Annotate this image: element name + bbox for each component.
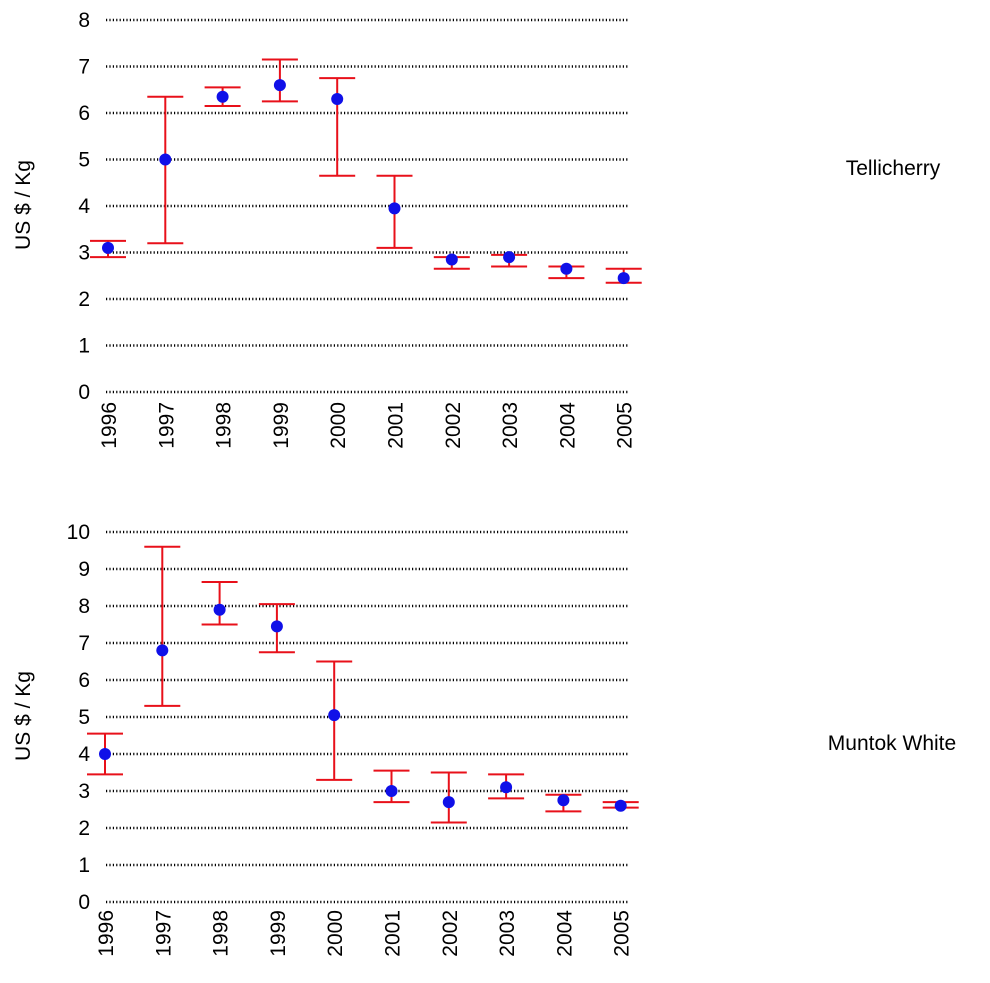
- x-tick-label: 2000: [327, 402, 350, 449]
- y-tick-label: 7: [78, 56, 90, 79]
- data-point: [216, 90, 229, 103]
- y-tick-label: 5: [78, 149, 90, 172]
- data-point: [560, 262, 573, 275]
- panel-title: Muntok White: [828, 732, 956, 755]
- data-point: [503, 251, 516, 264]
- y-tick-label: 4: [78, 195, 90, 218]
- y-tick-label: 6: [78, 669, 90, 692]
- y-tick-label: 5: [78, 706, 90, 729]
- y-tick-label: 3: [78, 780, 90, 803]
- data-point: [331, 93, 344, 106]
- x-tick-label: 1999: [267, 910, 290, 957]
- y-tick-label: 2: [78, 288, 90, 311]
- error-bar: [147, 95, 184, 245]
- x-tick-label: 2005: [614, 402, 637, 449]
- chart-panel-1: 0 1 2 3 4 5 6 7 8 US $ / Kg Tellicherry 1996 1997 199…: [12, 9, 941, 449]
- y-tick-label: 4: [78, 743, 90, 766]
- data-point: [385, 785, 398, 797]
- data-point: [270, 620, 283, 633]
- x-tick-label: 1997: [152, 910, 175, 957]
- y-tick-label: 1: [78, 335, 90, 358]
- data-point: [442, 796, 455, 809]
- data-point: [273, 79, 286, 92]
- y-tick-label: 8: [78, 595, 90, 618]
- data-point: [445, 253, 458, 266]
- x-tick-label: 2001: [385, 402, 408, 449]
- x-tick-label: 1996: [98, 402, 121, 449]
- y-tick-label: 2: [78, 817, 90, 840]
- y-axis-label: US $ / Kg: [12, 160, 35, 250]
- data-point: [614, 799, 627, 812]
- x-tick-label: 2003: [499, 402, 522, 449]
- data-point: [617, 272, 630, 285]
- error-bar: [319, 77, 356, 177]
- y-tick-label: 7: [78, 632, 90, 655]
- y-tick-label: 0: [78, 891, 90, 914]
- data-point: [99, 748, 111, 760]
- data-point: [156, 644, 169, 657]
- error-bar: [144, 545, 181, 707]
- data-point: [159, 153, 172, 166]
- x-tick-label: 2002: [439, 910, 462, 957]
- x-tick-label: 2004: [556, 402, 579, 449]
- x-tick-label: 1997: [155, 402, 178, 449]
- x-tick-label: 1996: [95, 910, 118, 957]
- y-axis-label: US $ / Kg: [12, 671, 35, 761]
- x-tick-label: 2004: [553, 910, 576, 957]
- y-tick-label: 10: [67, 521, 90, 544]
- error-bar: [201, 580, 238, 626]
- data-point: [500, 781, 513, 794]
- y-tick-label: 6: [78, 102, 90, 125]
- panel-title: Tellicherry: [846, 157, 941, 180]
- y-tick-label: 3: [78, 242, 90, 265]
- chart-panel-2: 0 1 2 3 4 5 6 7 8 9 10 US $ / Kg Muntok White 1996 199…: [12, 521, 956, 957]
- x-tick-label: 2000: [324, 910, 347, 957]
- y-tick-label: 9: [78, 558, 90, 581]
- data-point: [328, 709, 341, 722]
- data-point: [557, 794, 570, 807]
- x-tick-label: 2002: [442, 402, 465, 449]
- data-point: [102, 241, 114, 254]
- data-point: [388, 202, 401, 215]
- y-tick-label: 0: [78, 381, 90, 404]
- data-point: [213, 603, 226, 616]
- x-tick-label: 2003: [496, 910, 519, 957]
- x-tick-label: 2001: [382, 910, 405, 957]
- y-tick-label: 8: [78, 9, 90, 32]
- x-tick-label: 2005: [611, 910, 634, 957]
- x-tick-label: 1998: [213, 402, 236, 449]
- x-tick-label: 1998: [210, 910, 233, 957]
- x-tick-label: 1999: [270, 402, 293, 449]
- y-tick-label: 1: [78, 854, 90, 877]
